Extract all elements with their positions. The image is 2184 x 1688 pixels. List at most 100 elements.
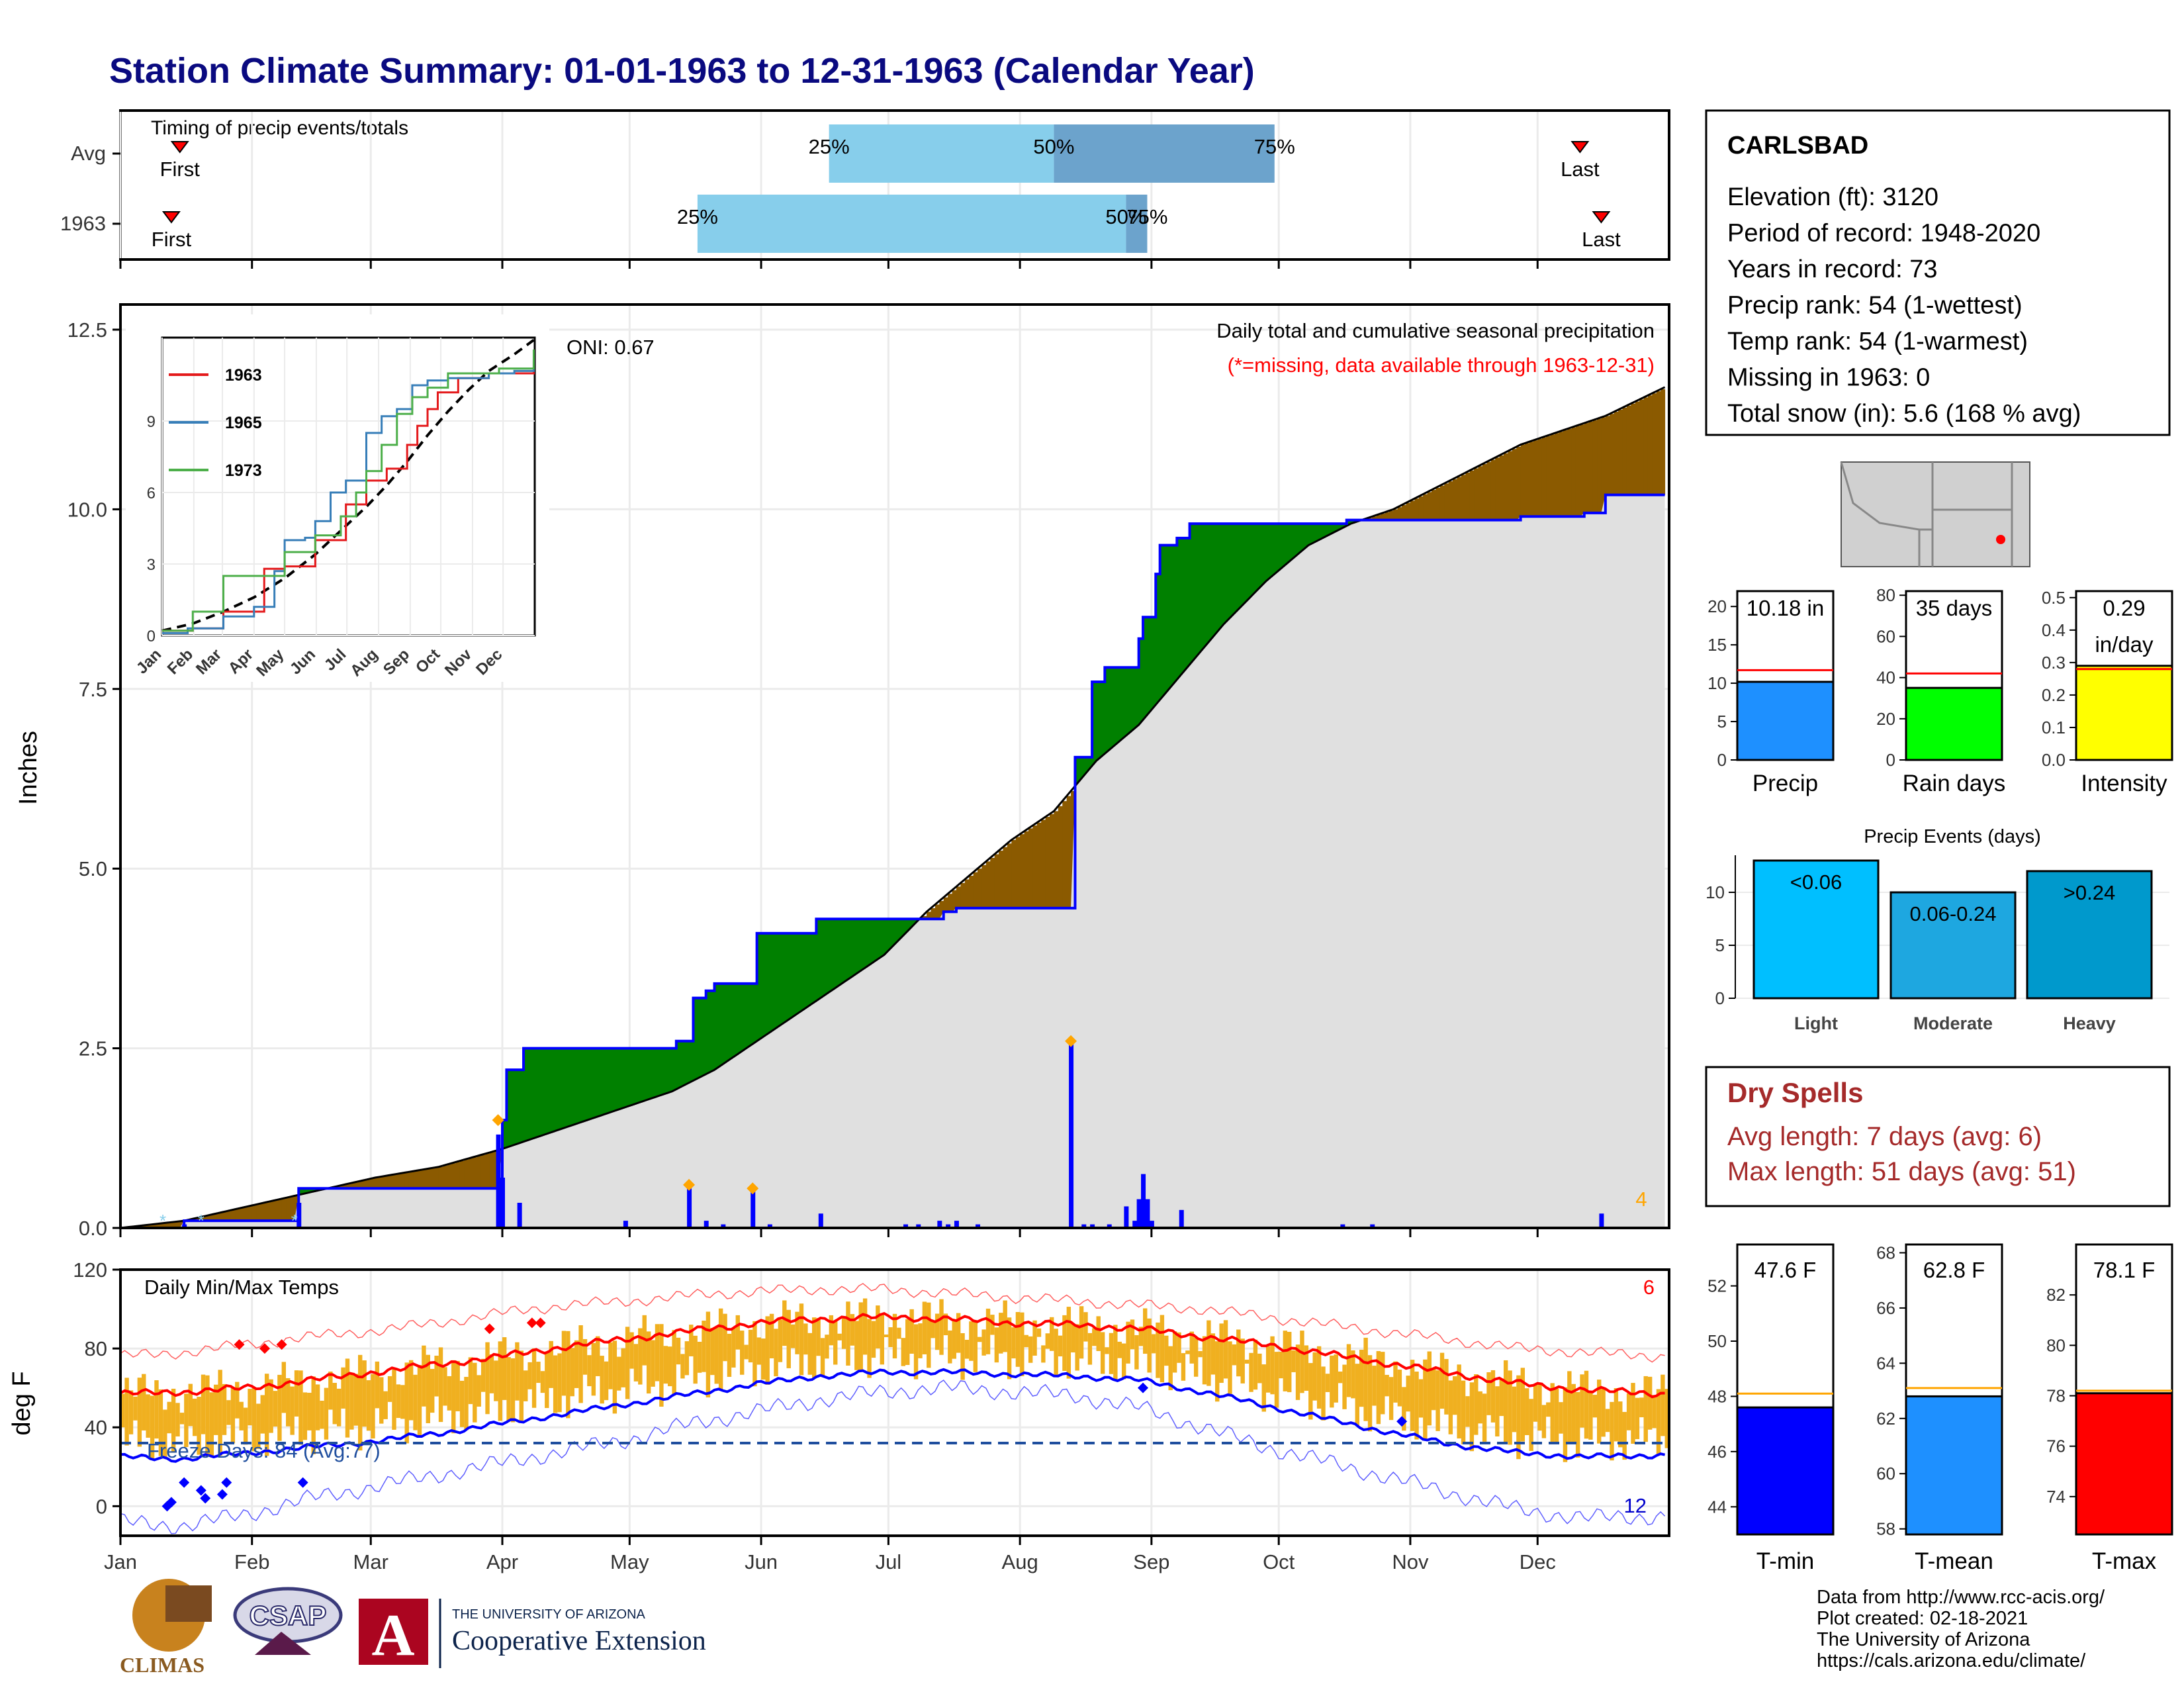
daily-temp-bar xyxy=(1529,1399,1533,1451)
surplus-area xyxy=(557,1048,563,1131)
surplus-area xyxy=(625,1048,630,1107)
deficit-area xyxy=(1050,814,1054,908)
daily-temp-bar xyxy=(353,1374,359,1426)
temp-bar-ytick-label: 48 xyxy=(1707,1386,1727,1406)
daily-temp-bar xyxy=(1605,1409,1610,1432)
timing-bar-low xyxy=(829,124,1054,183)
mini-bar-ytick-label: 15 xyxy=(1707,635,1727,655)
deficit-area xyxy=(1541,437,1547,517)
daily-temp-bar xyxy=(913,1324,919,1380)
surplus-area xyxy=(672,1048,677,1092)
daily-temp-bar xyxy=(1367,1355,1373,1432)
surplus-area xyxy=(506,1070,512,1148)
daily-precip-bar xyxy=(1599,1213,1604,1228)
credit-line: https://cals.arizona.edu/climate/ xyxy=(1817,1650,2086,1671)
surplus-area xyxy=(549,1048,554,1133)
mini-bar-ytick-label: 0.3 xyxy=(2042,653,2066,673)
timing-label: Timing of precip events/totals xyxy=(151,117,408,139)
daily-temp-bar xyxy=(1304,1345,1309,1391)
station-info-line: Period of record: 1948-2020 xyxy=(1727,220,2040,248)
surplus-area xyxy=(1338,524,1343,530)
first-label: First xyxy=(152,228,192,251)
timing-row-label: 1963 xyxy=(60,212,106,235)
surplus-area xyxy=(1334,524,1339,533)
daily-temp-bar xyxy=(1423,1359,1428,1439)
daily-temp-bar xyxy=(880,1314,884,1365)
daily-temp-bar xyxy=(574,1340,579,1388)
daily-temp-bar xyxy=(311,1376,316,1454)
deficit-area xyxy=(256,1204,261,1221)
deficit-area xyxy=(239,1208,244,1221)
month-tick-label: Dec xyxy=(1520,1550,1556,1573)
month-axis: Jan Feb Mar Apr May Jun Jul Aug Sep Oct Nov Dec xyxy=(104,259,1556,1573)
daily-temp-bar xyxy=(943,1313,948,1336)
deficit-area xyxy=(1490,459,1496,520)
deficit-area xyxy=(260,1203,265,1221)
deficit-area xyxy=(379,1176,384,1189)
temp-bar-name: T-mean xyxy=(1915,1548,1993,1574)
daily-temp-bar xyxy=(1537,1384,1542,1431)
station-info-line: Total snow (in): 5.6 (168 % avg) xyxy=(1727,400,2081,428)
temps-ylabel: deg F xyxy=(8,1371,36,1435)
daily-temp-bar xyxy=(1563,1387,1568,1462)
surplus-area xyxy=(638,1048,643,1103)
deficit-area xyxy=(222,1212,227,1221)
daily-temp-bar xyxy=(697,1341,702,1373)
daily-temp-bar xyxy=(676,1337,681,1365)
dry-frame xyxy=(1705,1066,2171,1207)
daily-temp-bar xyxy=(1533,1383,1538,1422)
daily-temp-bar xyxy=(994,1327,999,1363)
daily-temp-bar xyxy=(422,1345,426,1407)
daily-temp-bar xyxy=(625,1327,630,1399)
surplus-area xyxy=(663,1048,668,1095)
deficit-area xyxy=(1003,847,1008,908)
daily-precip-bar xyxy=(500,1178,505,1228)
deficit-area xyxy=(1054,811,1059,908)
daily-temp-bar xyxy=(1096,1316,1101,1351)
daily-temp-bar xyxy=(383,1391,388,1419)
daily-temp-bar xyxy=(324,1387,329,1440)
daily-temp-bar xyxy=(1130,1319,1135,1350)
deficit-area xyxy=(1041,820,1046,908)
daily-temp-bar xyxy=(897,1327,901,1339)
daily-temp-bar xyxy=(480,1358,486,1392)
temps-ytick-label: 120 xyxy=(73,1258,107,1282)
events-ytick-label: 10 xyxy=(1706,882,1725,902)
mini-bar-value xyxy=(1736,680,1835,761)
surplus-area xyxy=(714,983,719,1070)
surplus-area xyxy=(774,933,779,1030)
daily-precip-bar xyxy=(182,1224,187,1228)
daily-temp-bar xyxy=(1626,1393,1631,1430)
surplus-area xyxy=(1177,538,1182,680)
daily-temp-bar xyxy=(260,1395,265,1434)
surplus-area xyxy=(778,933,783,1027)
daily-temp-bar xyxy=(680,1354,685,1379)
surplus-area xyxy=(740,983,745,1053)
temp-bar-ytick-label: 62 xyxy=(1876,1409,1895,1429)
surplus-area xyxy=(604,1048,609,1115)
daily-temp-bar xyxy=(120,1393,125,1428)
temp-bar-value xyxy=(2075,1392,2173,1536)
surplus-area xyxy=(829,919,834,992)
surplus-area xyxy=(1265,524,1271,581)
first-label: First xyxy=(160,158,201,181)
daily-temp-bar xyxy=(438,1347,443,1423)
daily-temp-bar xyxy=(485,1342,490,1415)
surplus-area xyxy=(1240,524,1246,608)
surplus-area xyxy=(765,933,770,1036)
surplus-area xyxy=(1219,524,1224,630)
deficit-area xyxy=(922,915,927,919)
deficit-area xyxy=(1516,446,1522,520)
mini-bar-ytick-label: 0 xyxy=(1886,750,1895,770)
daily-temp-bar xyxy=(748,1329,753,1363)
deficit-area xyxy=(358,1181,363,1189)
deficit-area xyxy=(1007,843,1012,908)
surplus-area xyxy=(582,1048,588,1122)
deficit-area xyxy=(1635,401,1640,495)
daily-temp-bar xyxy=(1478,1391,1482,1424)
deficit-area xyxy=(1397,507,1402,520)
daily-temp-bar xyxy=(999,1313,1003,1354)
daily-temp-bar xyxy=(1559,1402,1563,1434)
daily-temp-bar xyxy=(846,1301,850,1366)
daily-temp-bar xyxy=(464,1376,469,1430)
